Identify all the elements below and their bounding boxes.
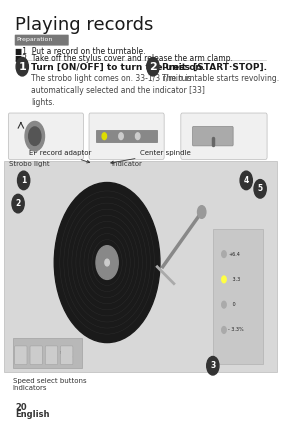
- Circle shape: [17, 171, 30, 190]
- Text: START·STOP: START·STOP: [198, 134, 227, 139]
- Text: 1: 1: [21, 176, 26, 185]
- Text: Preparation: Preparation: [17, 37, 53, 42]
- Text: 1: 1: [18, 61, 26, 72]
- Circle shape: [222, 251, 226, 257]
- Text: The strobo light comes on. 33-1/3 r/min is
automatically selected and the indica: The strobo light comes on. 33-1/3 r/min …: [32, 74, 205, 107]
- Circle shape: [29, 127, 41, 145]
- Circle shape: [136, 133, 140, 139]
- Circle shape: [54, 182, 160, 343]
- FancyBboxPatch shape: [193, 126, 233, 146]
- Circle shape: [119, 133, 123, 139]
- Circle shape: [197, 206, 206, 218]
- Text: 2: 2: [149, 61, 157, 72]
- Text: Turn [ON/OFF] to turn the unit on.: Turn [ON/OFF] to turn the unit on.: [32, 63, 206, 73]
- Circle shape: [222, 326, 226, 333]
- FancyBboxPatch shape: [181, 113, 267, 159]
- Text: 20: 20: [15, 403, 27, 412]
- Circle shape: [96, 245, 118, 279]
- Text: 3.3: 3.3: [228, 277, 240, 282]
- FancyBboxPatch shape: [30, 346, 42, 365]
- Text: The turntable starts revolving.: The turntable starts revolving.: [162, 74, 279, 83]
- FancyBboxPatch shape: [15, 35, 69, 46]
- Text: Indicators: Indicators: [13, 385, 47, 391]
- Text: Press [START·STOP].: Press [START·STOP].: [162, 63, 267, 73]
- FancyBboxPatch shape: [61, 346, 73, 365]
- Text: 78: 78: [49, 353, 54, 357]
- Circle shape: [105, 259, 109, 266]
- Circle shape: [25, 121, 44, 151]
- Circle shape: [102, 133, 106, 139]
- Text: Playing records: Playing records: [15, 16, 154, 34]
- Circle shape: [12, 194, 24, 213]
- Bar: [213, 229, 263, 364]
- Circle shape: [240, 171, 252, 190]
- Text: 4: 4: [244, 176, 249, 185]
- Text: ■2  Take off the stylus cover and release the arm clamp.: ■2 Take off the stylus cover and release…: [15, 54, 233, 63]
- Text: 33: 33: [18, 353, 24, 357]
- Text: +6.4: +6.4: [228, 251, 240, 257]
- Circle shape: [254, 180, 266, 198]
- FancyBboxPatch shape: [8, 113, 83, 159]
- Circle shape: [207, 357, 219, 375]
- FancyBboxPatch shape: [89, 113, 164, 159]
- Text: 45: 45: [33, 353, 39, 357]
- Text: 3: 3: [210, 361, 215, 370]
- Text: English: English: [15, 410, 50, 419]
- FancyBboxPatch shape: [45, 346, 58, 365]
- Text: - 3.3%: - 3.3%: [228, 327, 244, 332]
- Text: START
·STOP: START ·STOP: [60, 351, 74, 360]
- Text: Strobo light: Strobo light: [9, 162, 50, 167]
- Text: 5: 5: [258, 184, 263, 193]
- Bar: [4, 162, 277, 372]
- FancyBboxPatch shape: [15, 346, 27, 365]
- Text: Center spindle: Center spindle: [111, 150, 191, 164]
- Bar: [13, 338, 82, 368]
- Circle shape: [222, 276, 226, 283]
- Text: ■1  Put a record on the turntable.: ■1 Put a record on the turntable.: [15, 47, 146, 56]
- Circle shape: [16, 57, 28, 76]
- Text: EP record adaptor: EP record adaptor: [29, 150, 92, 163]
- Text: Speed select buttons: Speed select buttons: [13, 378, 86, 385]
- Circle shape: [222, 301, 226, 308]
- Text: 2: 2: [16, 199, 21, 208]
- Text: 0: 0: [228, 302, 236, 307]
- Circle shape: [147, 57, 159, 76]
- Bar: [96, 130, 157, 142]
- Text: Indicator: Indicator: [111, 162, 142, 167]
